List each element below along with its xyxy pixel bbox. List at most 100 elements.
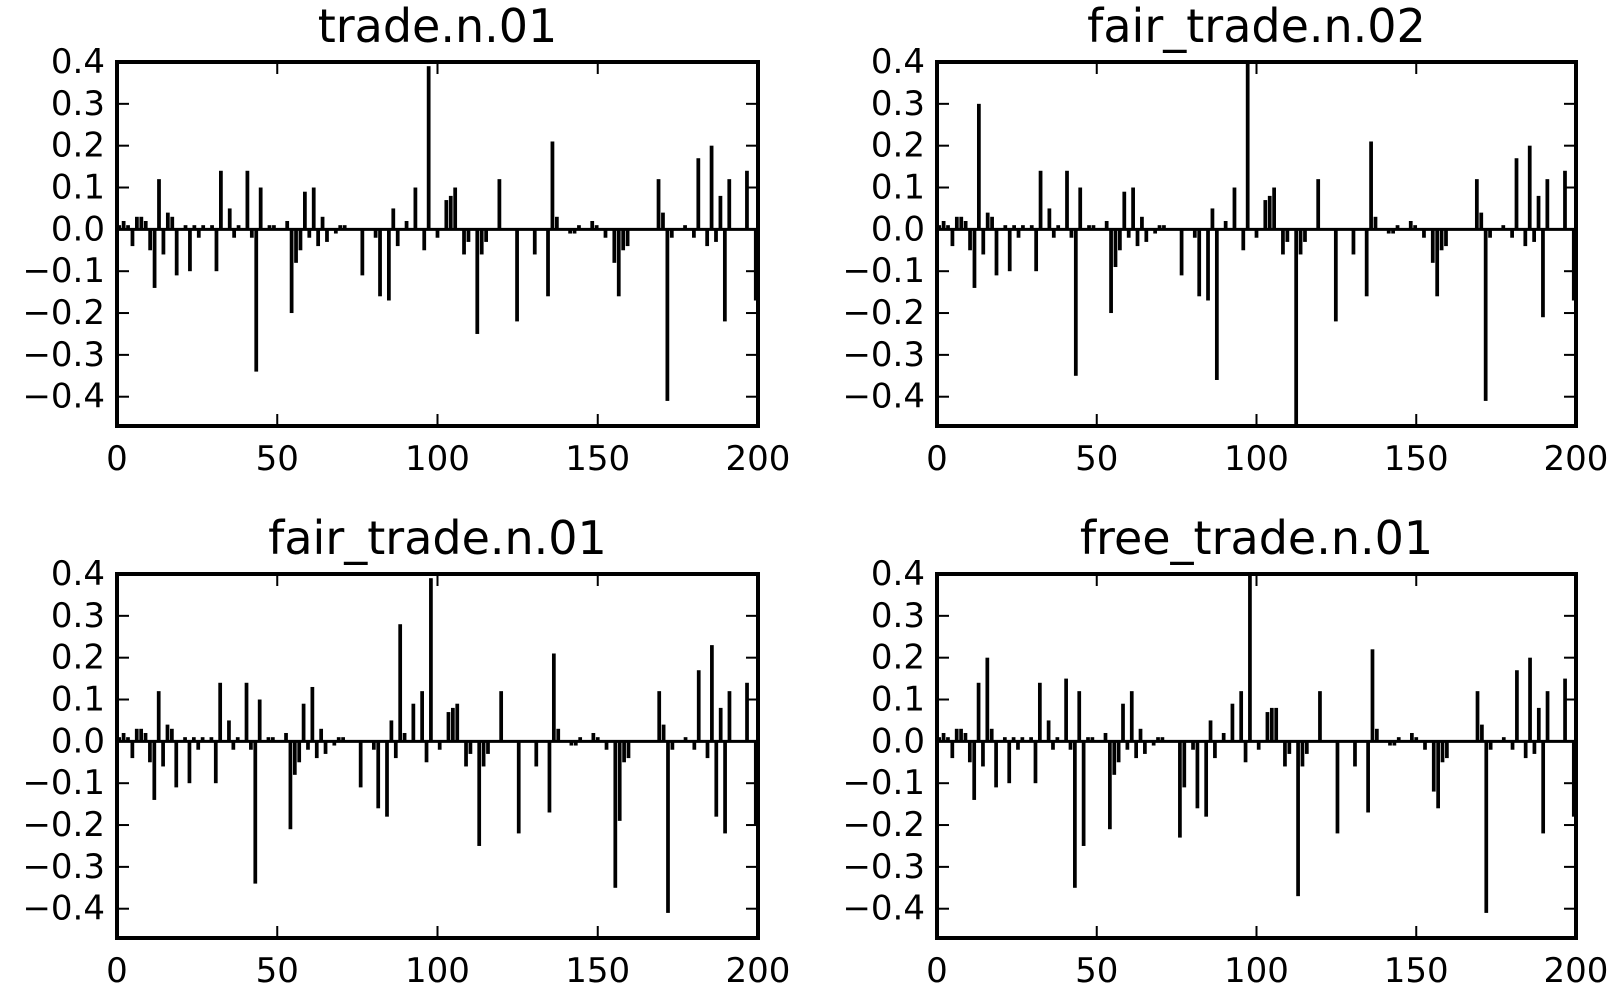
bar	[670, 741, 675, 750]
bar	[1430, 229, 1435, 263]
bar	[1479, 212, 1484, 230]
y-tick-label: 0.4	[51, 42, 105, 82]
bar	[117, 225, 122, 230]
bar	[143, 732, 148, 742]
y-tick-label: −0.4	[842, 889, 925, 929]
bar	[1386, 229, 1391, 234]
bar	[462, 229, 466, 255]
bar	[1369, 141, 1373, 230]
bar	[284, 732, 288, 742]
bar	[1444, 229, 1448, 247]
bar	[692, 741, 697, 750]
y-tick-label: −0.3	[22, 847, 105, 887]
bar	[319, 728, 324, 742]
bar	[1287, 741, 1292, 754]
bar	[422, 229, 427, 251]
bar	[665, 229, 670, 401]
bar	[714, 741, 719, 817]
bar	[301, 703, 306, 742]
bar	[1113, 229, 1118, 268]
subplot-title: fair_trade.n.02	[1087, 0, 1426, 53]
bar	[448, 195, 453, 230]
bar	[1245, 62, 1250, 230]
x-tick-label: 0	[926, 439, 948, 479]
bar	[963, 732, 968, 742]
x-tick-label: 50	[256, 439, 299, 479]
bar	[621, 229, 626, 251]
bar	[294, 229, 298, 263]
bar	[954, 216, 959, 230]
bar	[464, 741, 468, 767]
subplot-2: fair_trade.n.020.40.30.20.10.0−0.1−0.2−0…	[842, 0, 1608, 479]
bar	[272, 225, 276, 230]
bar	[270, 737, 275, 742]
bar	[1523, 741, 1528, 759]
y-tick-label: 0.1	[51, 680, 105, 720]
y-tick-label: 0.0	[871, 721, 925, 761]
bar	[656, 179, 661, 230]
bar	[1055, 737, 1060, 742]
y-tick-label: 0.4	[871, 42, 925, 82]
x-tick-label: 0	[106, 439, 128, 479]
bar	[165, 724, 170, 742]
x-tick-label: 100	[405, 439, 470, 479]
y-tick-label: −0.1	[22, 763, 105, 803]
bar	[174, 741, 179, 788]
bar	[1108, 741, 1112, 830]
bar	[696, 670, 701, 742]
bar	[385, 741, 389, 817]
bar	[569, 741, 574, 746]
bar	[323, 741, 328, 754]
bar	[267, 225, 272, 230]
bar	[1068, 741, 1073, 750]
bar	[1545, 691, 1550, 742]
bar	[963, 220, 968, 230]
bar	[1134, 741, 1138, 759]
bar	[1265, 712, 1270, 742]
bar	[1303, 229, 1307, 242]
bar	[613, 741, 618, 888]
bar	[981, 741, 985, 767]
bar	[1422, 229, 1426, 238]
bar	[1016, 229, 1021, 238]
bar	[244, 682, 249, 742]
bar	[547, 741, 552, 813]
bar	[1281, 229, 1285, 255]
bar	[371, 741, 376, 750]
bar	[753, 229, 758, 301]
bar	[657, 691, 662, 742]
bar	[1179, 229, 1184, 276]
bar	[121, 732, 126, 742]
bar	[1191, 741, 1195, 750]
y-tick-label: 0.2	[871, 638, 925, 678]
bar	[1274, 707, 1279, 742]
bar	[135, 216, 139, 230]
bar	[617, 741, 622, 821]
bar	[669, 229, 674, 238]
bar	[937, 737, 942, 742]
bar	[1160, 737, 1165, 742]
bar	[534, 741, 539, 767]
bar	[486, 741, 490, 754]
bar	[554, 216, 559, 230]
bar	[1029, 737, 1033, 742]
bar	[161, 229, 166, 255]
bar	[1335, 741, 1340, 834]
bar	[1081, 741, 1086, 846]
y-tick-label: 0.0	[51, 209, 105, 249]
bar	[1129, 691, 1134, 742]
y-tick-label: 0.1	[871, 680, 925, 720]
bar	[1126, 229, 1131, 238]
bar	[1065, 170, 1069, 230]
bar	[994, 741, 998, 788]
bar	[622, 741, 626, 763]
bar	[1230, 703, 1235, 742]
bar	[156, 691, 161, 742]
bar	[249, 741, 253, 750]
bar	[429, 578, 433, 742]
bar	[1285, 229, 1290, 242]
bar	[1214, 229, 1219, 380]
bar	[1488, 229, 1492, 238]
y-tick-label: 0.4	[51, 554, 105, 594]
